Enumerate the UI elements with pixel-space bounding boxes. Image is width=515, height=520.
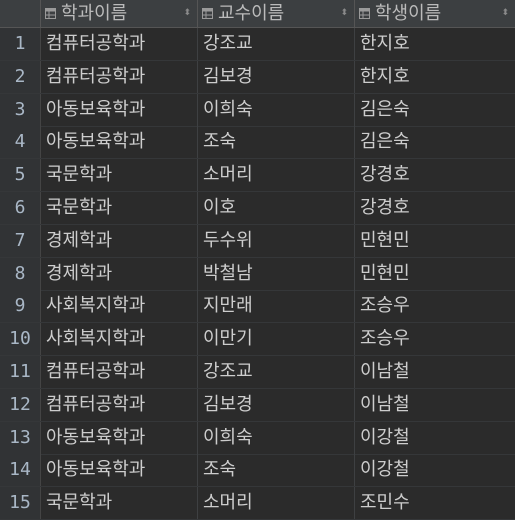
table-row[interactable]: 13 아동보육학과 이희숙 이강철 [0, 421, 515, 455]
cell-prof[interactable]: 이희숙 [198, 421, 355, 454]
cell-dept[interactable]: 아동보육학과 [41, 126, 198, 159]
row-number[interactable]: 7 [0, 224, 41, 257]
table-row[interactable]: 11 컴퓨터공학과 강조교 이남철 [0, 356, 515, 389]
cell-dept[interactable]: 아동보육학과 [41, 421, 198, 454]
table-row[interactable]: 6 국문학과 이호 강경호 [0, 192, 515, 225]
cell-dept[interactable]: 아동보육학과 [41, 93, 198, 126]
cell-student[interactable]: 한지호 [360, 33, 410, 54]
cell-student[interactable]: 강경호 [360, 197, 410, 218]
row-number[interactable]: 4 [0, 126, 41, 159]
cell-dept[interactable]: 사회복지학과 [41, 323, 198, 356]
column-header-prof[interactable]: 교수이름 ⬍ [198, 0, 355, 27]
sort-icon[interactable]: ⬍ [340, 8, 348, 18]
cell-dept[interactable]: 컴퓨터공학과 [41, 60, 198, 93]
column-header-label: 학과이름 [61, 3, 128, 24]
cell-dept[interactable]: 경제학과 [41, 224, 198, 257]
cell-dept[interactable]: 컴퓨터공학과 [41, 28, 198, 60]
table-row[interactable]: 2 컴퓨터공학과 김보경 한지호 [0, 60, 515, 94]
cell-prof[interactable]: 조숙 [198, 454, 355, 487]
cell-prof[interactable]: 김보경 [198, 388, 355, 421]
cell-student[interactable]: 이강철 [360, 459, 410, 481]
cell-dept[interactable]: 컴퓨터공학과 [41, 388, 198, 421]
cell-prof[interactable]: 이희숙 [198, 93, 355, 126]
cell-prof[interactable]: 강조교 [198, 356, 355, 388]
cell-dept[interactable]: 경제학과 [41, 257, 198, 290]
row-number[interactable]: 15 [0, 487, 41, 520]
row-number-header[interactable] [0, 0, 41, 27]
cell-student[interactable]: 이남철 [360, 393, 410, 415]
table-column-icon [202, 8, 213, 19]
cell-student[interactable]: 김은숙 [360, 131, 410, 153]
row-number[interactable]: 12 [0, 388, 41, 421]
column-header-dept[interactable]: 학과이름 ⬍ [41, 0, 198, 27]
table-row[interactable]: 9 사회복지학과 지만래 조승우 [0, 290, 515, 324]
cell-dept[interactable]: 국문학과 [41, 192, 198, 224]
sort-icon[interactable]: ⬍ [501, 8, 509, 18]
cell-student[interactable]: 강경호 [360, 164, 410, 186]
table-column-icon [359, 8, 370, 19]
column-header-label: 학생이름 [375, 3, 442, 24]
cell-student[interactable]: 민현민 [360, 262, 410, 284]
cell-student[interactable]: 이남철 [360, 361, 410, 382]
cell-prof[interactable]: 이호 [198, 192, 355, 224]
table-row[interactable]: 10 사회복지학과 이만기 조승우 [0, 323, 515, 357]
row-number[interactable]: 1 [0, 28, 41, 60]
cell-student[interactable]: 민현민 [360, 229, 410, 251]
cell-student[interactable]: 김은숙 [360, 98, 410, 120]
cell-prof[interactable]: 두수위 [198, 224, 355, 257]
table-row[interactable]: 7 경제학과 두수위 민현민 [0, 224, 515, 258]
row-number[interactable]: 9 [0, 290, 41, 323]
row-number[interactable]: 13 [0, 421, 41, 454]
table-row[interactable]: 15 국문학과 소머리 조민수 [0, 487, 515, 520]
row-number[interactable]: 10 [0, 323, 41, 356]
table-row[interactable]: 12 컴퓨터공학과 김보경 이남철 [0, 388, 515, 422]
table-column-icon [45, 8, 56, 19]
row-number[interactable]: 5 [0, 159, 41, 192]
table-row[interactable]: 4 아동보육학과 조숙 김은숙 [0, 126, 515, 160]
cell-prof[interactable]: 김보경 [198, 60, 355, 93]
column-header-student[interactable]: 학생이름 ⬍ [355, 0, 515, 27]
cell-student[interactable]: 한지호 [360, 65, 410, 87]
cell-prof[interactable]: 조숙 [198, 126, 355, 159]
column-header-label: 교수이름 [218, 3, 285, 24]
row-number[interactable]: 11 [0, 356, 41, 388]
cell-dept[interactable]: 아동보육학과 [41, 454, 198, 487]
table-row[interactable]: 3 아동보육학과 이희숙 김은숙 [0, 93, 515, 127]
cell-prof[interactable]: 소머리 [198, 159, 355, 192]
cell-student[interactable]: 조승우 [360, 295, 410, 317]
cell-student[interactable]: 이강철 [360, 426, 410, 448]
table-row[interactable]: 8 경제학과 박철남 민현민 [0, 257, 515, 291]
cell-dept[interactable]: 사회복지학과 [41, 290, 198, 323]
cell-prof[interactable]: 소머리 [198, 487, 355, 520]
table-row[interactable]: 1 컴퓨터공학과 강조교 한지호 [0, 28, 515, 61]
row-number[interactable]: 8 [0, 257, 41, 290]
cell-dept[interactable]: 컴퓨터공학과 [41, 356, 198, 388]
cell-prof[interactable]: 이만기 [198, 323, 355, 356]
cell-student[interactable]: 조승우 [360, 328, 410, 350]
table-row[interactable]: 5 국문학과 소머리 강경호 [0, 159, 515, 193]
row-number[interactable]: 14 [0, 454, 41, 487]
cell-dept[interactable]: 국문학과 [41, 487, 198, 520]
row-number[interactable]: 6 [0, 192, 41, 224]
cell-student[interactable]: 조민수 [360, 492, 410, 514]
sort-icon[interactable]: ⬍ [183, 8, 191, 18]
cell-prof[interactable]: 박철남 [198, 257, 355, 290]
row-number[interactable]: 2 [0, 60, 41, 93]
cell-dept[interactable]: 국문학과 [41, 159, 198, 192]
cell-prof[interactable]: 강조교 [198, 28, 355, 60]
row-number[interactable]: 3 [0, 93, 41, 126]
cell-prof[interactable]: 지만래 [198, 290, 355, 323]
table-row[interactable]: 14 아동보육학과 조숙 이강철 [0, 454, 515, 488]
column-header-row: 학과이름 ⬍ 교수이름 ⬍ 학생이름 ⬍ [0, 0, 515, 28]
